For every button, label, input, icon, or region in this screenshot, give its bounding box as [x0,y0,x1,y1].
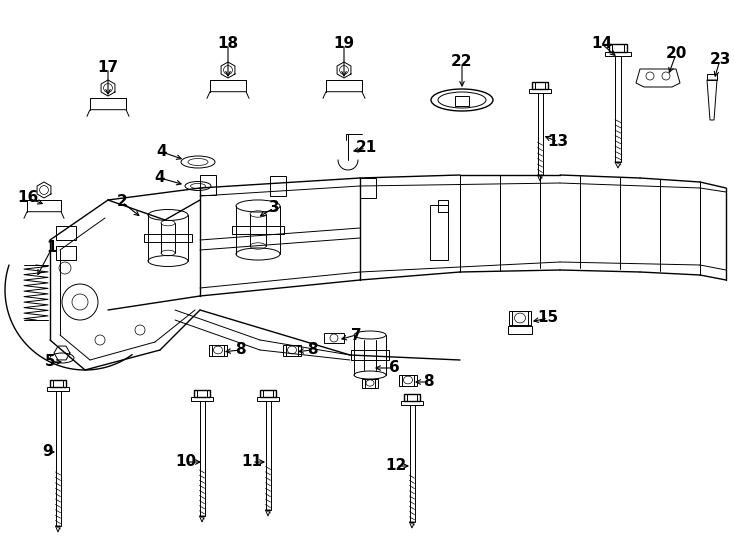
Bar [508,326,532,334]
Text: 13: 13 [548,134,569,150]
Bar [324,333,344,343]
Bar [430,205,448,260]
Text: 4: 4 [155,171,165,186]
Bar [606,52,631,56]
Bar [410,405,415,522]
Bar [200,401,205,516]
Text: 15: 15 [537,310,559,326]
Text: 8: 8 [307,342,317,357]
Bar [56,246,76,260]
Text: 5: 5 [45,354,55,369]
Bar [283,345,301,355]
Text: 23: 23 [709,52,730,68]
Text: 8: 8 [423,375,433,389]
Bar [532,82,548,89]
Bar [200,175,216,195]
Bar [257,397,279,401]
Text: 22: 22 [451,55,473,70]
Text: 14: 14 [592,37,613,51]
Text: 11: 11 [241,455,263,469]
Bar [455,96,469,106]
Bar [266,401,271,510]
Text: 21: 21 [355,140,377,156]
Bar [707,74,717,80]
Text: 3: 3 [269,200,280,215]
Bar [509,311,531,325]
Text: 20: 20 [665,46,687,62]
Text: 10: 10 [175,455,197,469]
Text: 16: 16 [18,191,39,206]
Bar [528,89,551,93]
Text: 2: 2 [117,194,128,210]
Text: 19: 19 [333,37,355,51]
Bar [270,177,286,197]
Bar [50,380,66,387]
Text: 9: 9 [43,444,54,460]
Bar [194,390,210,397]
Bar [609,44,627,52]
Bar [404,394,420,401]
Bar [615,56,621,162]
Bar [260,390,276,397]
Bar [399,375,417,386]
Text: 17: 17 [98,60,119,76]
Text: 4: 4 [156,145,167,159]
Bar [56,391,60,526]
Bar [209,345,227,355]
Bar [56,226,76,240]
Bar [47,387,69,391]
Bar [351,350,389,360]
Bar [360,178,376,198]
Bar [401,401,424,405]
Bar [438,200,448,212]
Bar [191,397,213,401]
Bar [144,234,192,242]
Text: 7: 7 [351,327,361,342]
Text: 12: 12 [385,458,407,474]
Bar [362,379,378,388]
Text: 1: 1 [47,240,57,255]
Bar [232,226,284,234]
Text: 6: 6 [388,361,399,375]
Bar [537,93,542,175]
Text: 18: 18 [217,37,239,51]
Text: 8: 8 [235,342,245,357]
